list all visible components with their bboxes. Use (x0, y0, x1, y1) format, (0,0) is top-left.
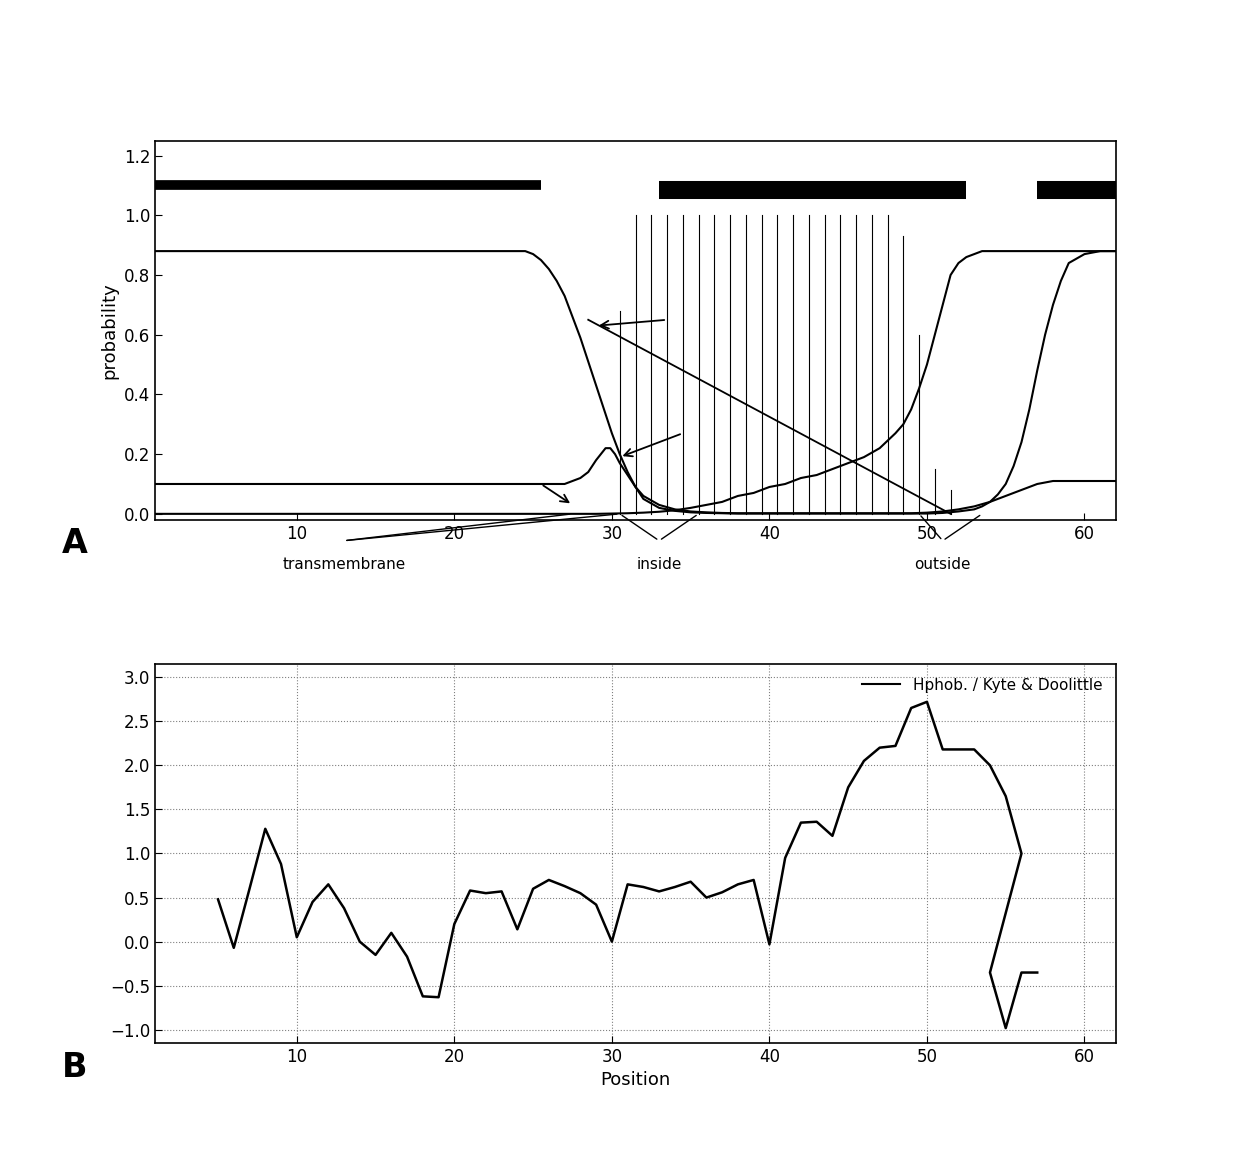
Legend: Hphob. / Kyte & Doolittle: Hphob. / Kyte & Doolittle (856, 672, 1109, 699)
Text: inside: inside (636, 557, 682, 572)
Text: transmembrane: transmembrane (283, 557, 405, 572)
Text: B: B (62, 1050, 88, 1084)
Text: outside: outside (914, 557, 971, 572)
Y-axis label: probability: probability (100, 281, 118, 379)
Text: A: A (62, 527, 88, 560)
X-axis label: Position: Position (600, 1071, 671, 1090)
